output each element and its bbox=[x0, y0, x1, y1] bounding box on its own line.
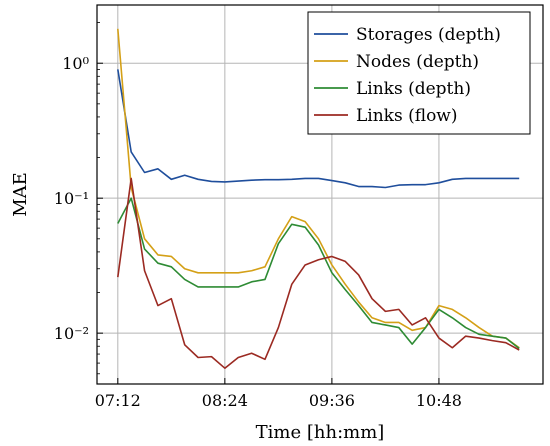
x-axis-label: Time [hh:mm] bbox=[256, 422, 385, 443]
tick-marks bbox=[97, 22, 440, 384]
y-tick-label: 10⁰ bbox=[62, 54, 89, 73]
series-line-4 bbox=[117, 177, 520, 369]
legend-box bbox=[307, 11, 531, 135]
legend-label: Links (depth) bbox=[356, 79, 471, 99]
y-tick-label: 10⁻² bbox=[54, 324, 89, 343]
y-axis-label: MAE bbox=[10, 172, 31, 217]
plot-frame bbox=[96, 4, 544, 385]
legend-label: Storages (depth) bbox=[356, 25, 501, 45]
legend-label: Nodes (depth) bbox=[356, 52, 479, 72]
x-tick-label: 07:12 bbox=[95, 391, 141, 410]
x-tick-labels: 07:12 08:24 09:36 10:48 bbox=[95, 391, 462, 410]
y-tick-labels: 10⁻² 10⁻¹ 10⁰ bbox=[54, 54, 89, 343]
series-line-1 bbox=[117, 69, 520, 189]
x-tick-label: 09:36 bbox=[309, 391, 355, 410]
x-tick-label: 10:48 bbox=[416, 391, 462, 410]
series-line-3 bbox=[117, 197, 520, 350]
series-line-2 bbox=[117, 28, 520, 349]
x-tick-label: 08:24 bbox=[202, 391, 248, 410]
legend: Storages (depth) Nodes (depth) Links (dept… bbox=[307, 11, 531, 135]
legend-label: Links (flow) bbox=[356, 106, 458, 126]
series-lines bbox=[117, 28, 520, 369]
y-tick-label: 10⁻¹ bbox=[54, 189, 89, 208]
